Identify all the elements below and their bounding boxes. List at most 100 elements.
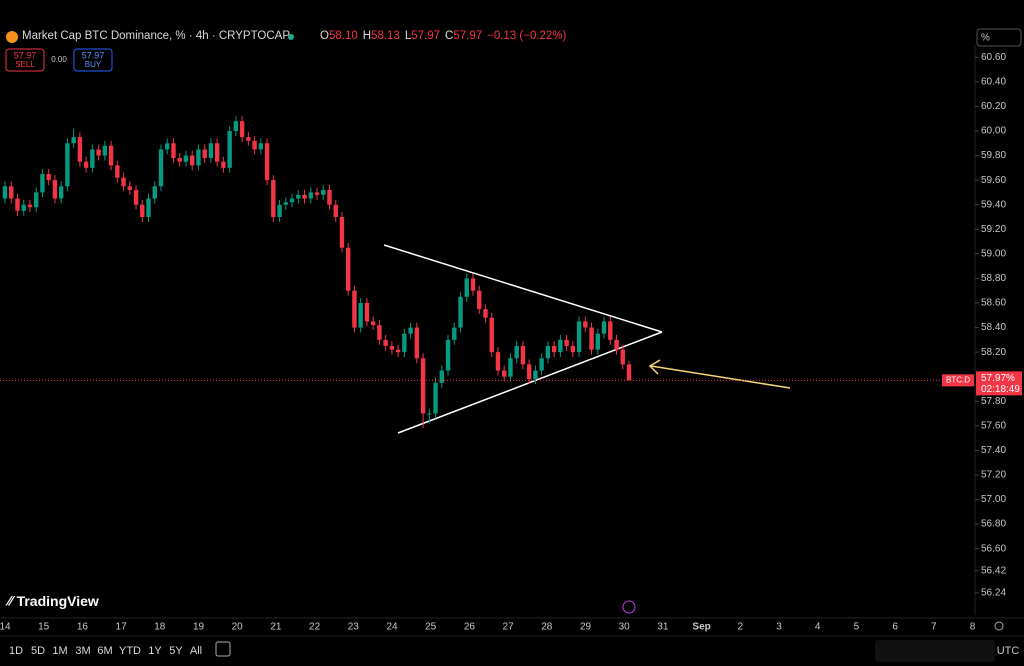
drawing-tools[interactable] [875, 640, 995, 662]
symbol-title: Market Cap BTC Dominance, % · 4h · CRYPT… [22, 30, 290, 42]
range-button[interactable]: 1Y [148, 645, 162, 657]
x-tick-label: 23 [348, 622, 360, 633]
candle-body [495, 352, 501, 371]
logo-text: TradingView [17, 593, 99, 609]
candle-body [458, 296, 463, 328]
x-tick-label: 24 [386, 622, 398, 633]
range-button[interactable]: 1D [9, 645, 23, 657]
candle-body [52, 180, 58, 199]
x-tick-label: 31 [657, 622, 669, 633]
range-button[interactable]: 5Y [169, 645, 183, 657]
ohlc-key: L [404, 30, 412, 42]
y-tick-label: 60.60 [981, 52, 1006, 63]
candle-body [283, 202, 288, 205]
y-tick-label: 56.24 [981, 588, 1006, 599]
candle-body [595, 333, 600, 350]
y-tick-label: 59.20 [981, 224, 1006, 235]
x-tick-label: 28 [541, 622, 553, 633]
candle-body [177, 158, 182, 162]
x-tick-label: 16 [77, 622, 89, 633]
status-dot [288, 34, 294, 40]
symbol-tag [942, 374, 974, 387]
arrow-line[interactable] [650, 365, 791, 389]
candle-body [165, 143, 170, 150]
trend-line-upper[interactable] [383, 244, 663, 333]
candle-body [83, 161, 89, 168]
candle-body [327, 189, 332, 205]
candle-body [146, 198, 151, 217]
range-button[interactable]: All [190, 645, 202, 657]
range-button[interactable]: 1M [52, 645, 67, 657]
candle-body [333, 204, 338, 217]
event-icon[interactable] [622, 600, 636, 614]
candle-body [539, 358, 544, 371]
candle-body [358, 302, 363, 328]
range-button[interactable]: 3M [75, 645, 90, 657]
range-button[interactable]: YTD [119, 645, 141, 657]
candle-body [364, 302, 370, 322]
candle-body [526, 364, 532, 380]
candle-body [227, 130, 232, 168]
sell-price: 57.97 [14, 50, 37, 60]
y-tick-label: 56.42 [981, 565, 1006, 576]
candle-body [277, 204, 282, 217]
candle-body [402, 333, 407, 353]
candle-body [77, 137, 83, 162]
candle-body [208, 143, 214, 159]
ohlc: O58.10 H58.13 L57.97 C57.97 [320, 30, 487, 42]
buy-button[interactable] [73, 48, 113, 72]
x-tick-label: 25 [425, 622, 437, 633]
logo: ⁄⁄ TradingView [5, 593, 99, 609]
y-tick-label: 59.00 [981, 248, 1006, 259]
candle-body [352, 290, 357, 328]
candle-body [65, 143, 70, 187]
candle-body [533, 370, 538, 380]
symbol-tag-label: BTC.D [946, 375, 970, 384]
sell-button[interactable] [5, 48, 45, 72]
unit-button[interactable] [976, 28, 1022, 47]
calendar-icon[interactable] [215, 641, 231, 657]
candle-body [477, 290, 482, 310]
btc-icon [6, 31, 18, 43]
price-tag [976, 371, 1022, 396]
candle-body [558, 339, 563, 353]
candle-body [96, 149, 101, 156]
candle-body [221, 161, 226, 168]
x-tick-label: 18 [154, 622, 166, 633]
candle-body [314, 192, 320, 195]
candle-body [564, 339, 569, 346]
sell-label: SELL [15, 60, 35, 69]
candle-body [127, 186, 132, 190]
x-tick-label: 5 [854, 622, 860, 633]
x-tick-label: 15 [38, 622, 50, 633]
spread: 0.00 [51, 55, 67, 64]
range-button[interactable]: 5D [31, 645, 45, 657]
candle-body [339, 216, 345, 248]
range-button[interactable]: 6M [97, 645, 112, 657]
candle-body [576, 321, 582, 353]
candle-body [483, 309, 488, 318]
y-tick-label: 56.80 [981, 519, 1006, 530]
candle-body [202, 149, 207, 159]
candle-body [551, 345, 557, 353]
settings-icon[interactable] [994, 621, 1004, 631]
candle-body [502, 370, 507, 377]
candle-body [34, 192, 39, 208]
candle-body [545, 345, 551, 359]
arrow-head [648, 359, 661, 375]
timezone[interactable]: UTC [997, 645, 1020, 657]
candle-body [102, 145, 108, 156]
x-tick-label: 30 [619, 622, 631, 633]
x-tick-label: 7 [931, 622, 937, 633]
x-tick-label: Sep [692, 622, 710, 633]
y-tick-label: 60.00 [981, 126, 1006, 137]
x-tick-label: 21 [270, 622, 282, 633]
ohlc-value: 58.10 [328, 30, 358, 42]
candle-body [589, 327, 594, 350]
candle-body [626, 364, 632, 381]
candle-body [9, 186, 14, 199]
candle-body [383, 339, 388, 346]
candle-body [21, 204, 26, 211]
candle-body [46, 173, 51, 181]
